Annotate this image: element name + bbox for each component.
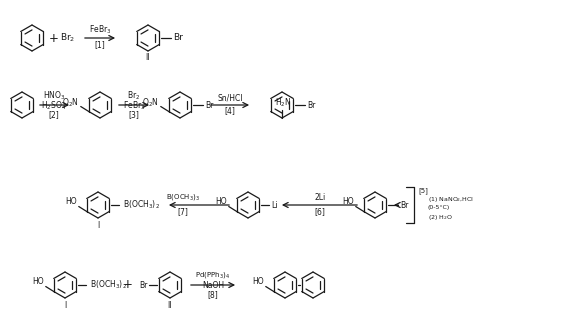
Text: (2) H$_2$O: (2) H$_2$O: [428, 212, 453, 221]
Text: Li: Li: [271, 201, 277, 209]
Text: [7]: [7]: [177, 207, 188, 216]
Text: B(OCH$_3$)$_3$: B(OCH$_3$)$_3$: [166, 192, 200, 202]
Text: [8]: [8]: [207, 290, 218, 299]
Text: +: +: [123, 278, 133, 291]
Text: [5]: [5]: [418, 188, 428, 194]
Text: I: I: [64, 302, 66, 311]
Text: Br: Br: [307, 100, 315, 110]
Text: HO: HO: [215, 197, 226, 206]
Text: Br: Br: [139, 280, 147, 289]
Text: [2]: [2]: [48, 111, 59, 120]
Text: (0-5°C): (0-5°C): [428, 205, 450, 210]
Text: Br: Br: [400, 201, 408, 209]
Text: 2Li: 2Li: [314, 193, 325, 201]
Text: Sn/HCl: Sn/HCl: [217, 93, 242, 103]
Text: Br: Br: [173, 34, 183, 43]
Text: FeBr$_3$: FeBr$_3$: [89, 24, 111, 36]
Text: II: II: [168, 302, 172, 311]
Text: HO: HO: [32, 277, 44, 286]
Text: +: +: [49, 31, 59, 45]
Text: (1) NaNO$_2$,HCl: (1) NaNO$_2$,HCl: [428, 195, 474, 203]
Text: FeBr$_3$: FeBr$_3$: [123, 100, 145, 112]
Text: NaOH: NaOH: [202, 281, 224, 290]
Text: H$_2$SO$_4$: H$_2$SO$_4$: [41, 100, 67, 112]
Text: HO: HO: [252, 277, 264, 286]
Text: [6]: [6]: [314, 207, 325, 216]
Text: HO: HO: [65, 197, 77, 206]
Text: O$_2$N: O$_2$N: [62, 96, 79, 109]
Text: Br$_2$: Br$_2$: [60, 32, 75, 44]
Text: Br: Br: [205, 100, 213, 110]
Text: Pd(PPh$_3$)$_4$: Pd(PPh$_3$)$_4$: [195, 270, 230, 280]
Text: [4]: [4]: [225, 107, 236, 116]
Text: [3]: [3]: [128, 111, 139, 120]
Text: HNO$_3$: HNO$_3$: [43, 90, 65, 102]
Text: Br$_2$: Br$_2$: [127, 90, 141, 102]
Text: HO: HO: [342, 197, 354, 206]
Text: O$_2$N: O$_2$N: [142, 96, 159, 109]
Text: H$_2$N: H$_2$N: [275, 97, 291, 109]
Text: B(OCH$_3$)$_2$: B(OCH$_3$)$_2$: [123, 199, 160, 211]
Text: I: I: [97, 221, 99, 230]
Text: II: II: [146, 54, 150, 63]
Text: [1]: [1]: [94, 41, 105, 50]
Text: B(OCH$_3$)$_2$: B(OCH$_3$)$_2$: [89, 279, 127, 291]
